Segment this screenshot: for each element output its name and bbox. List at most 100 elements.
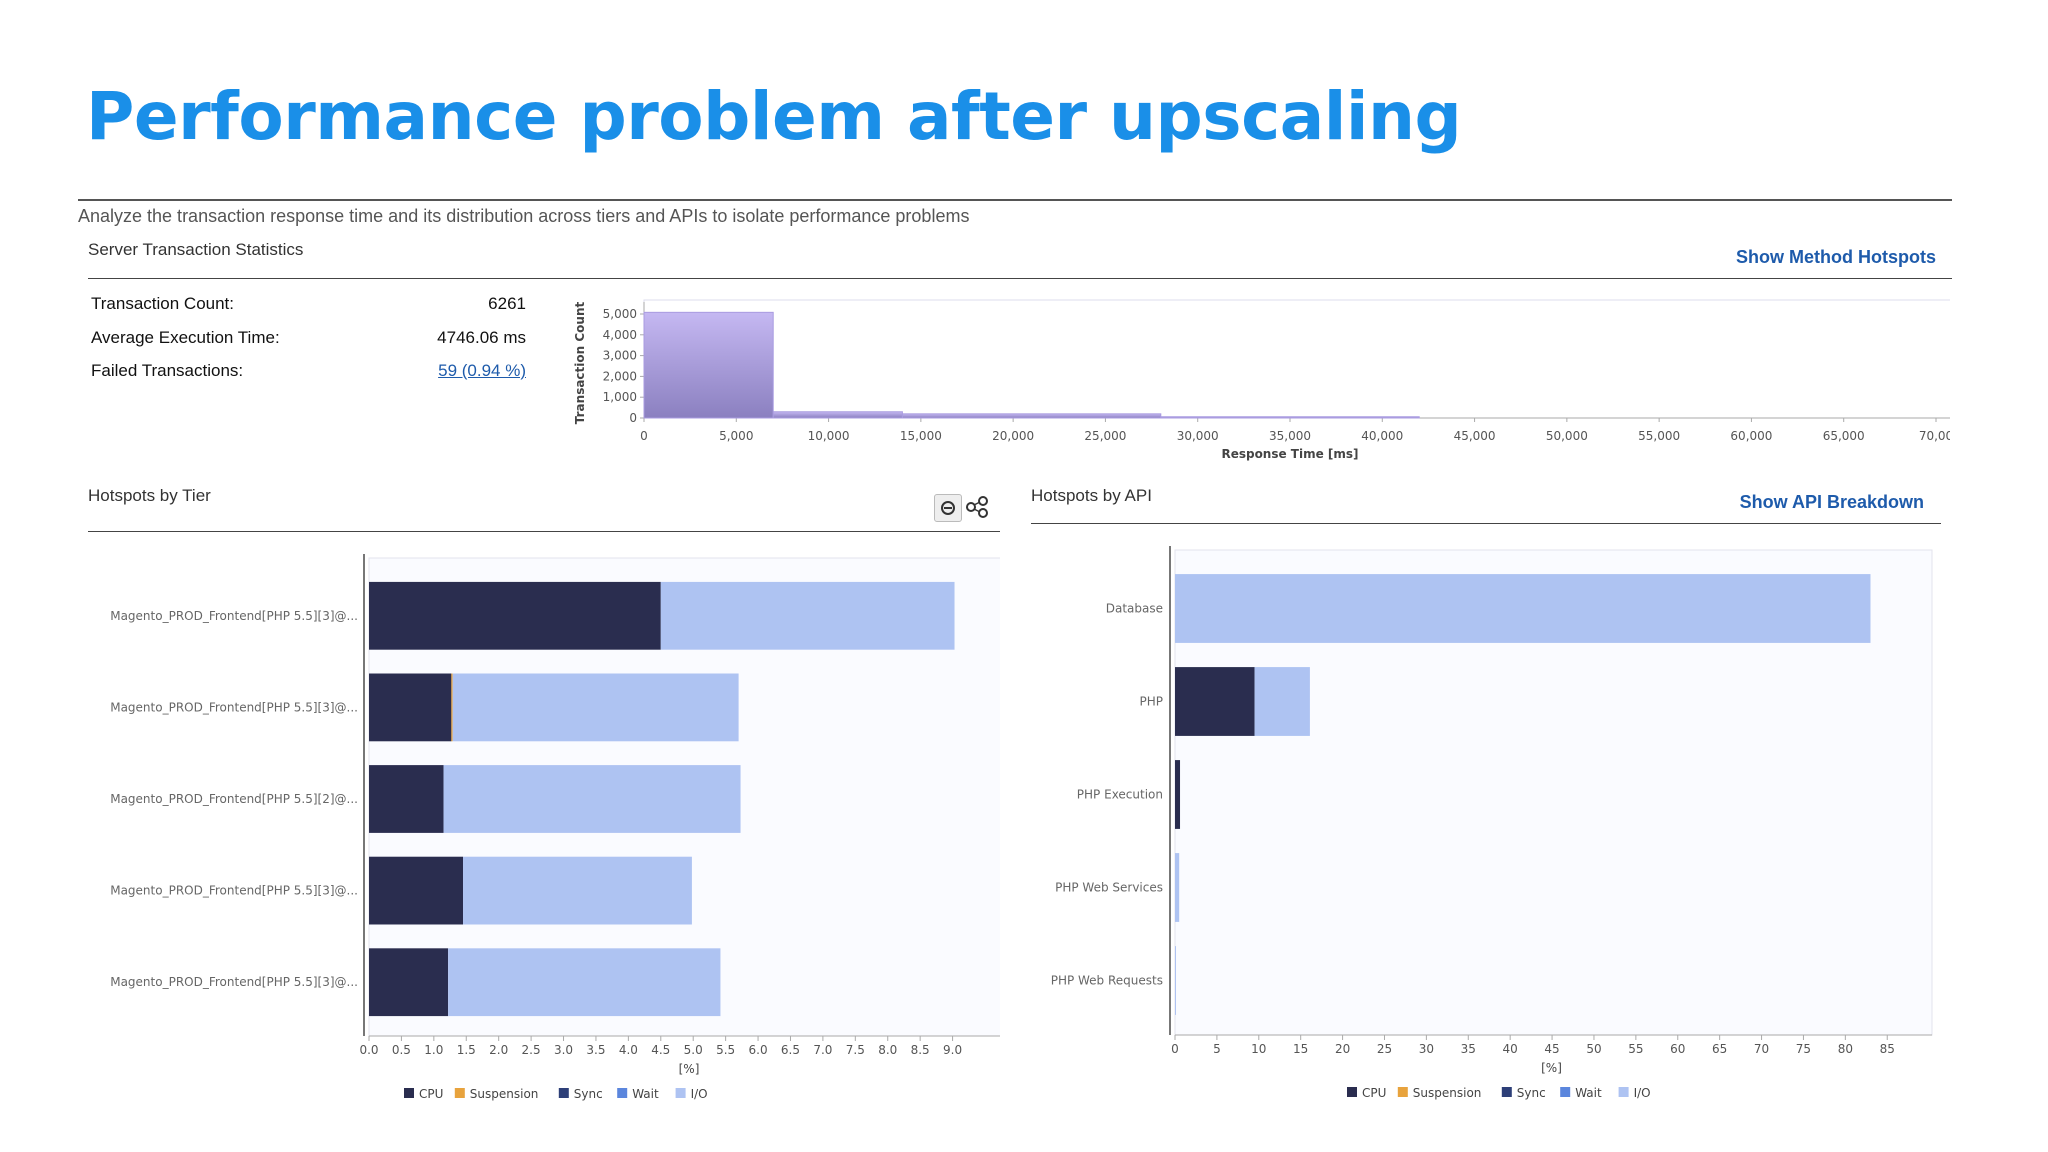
x-tick-label: 3.5: [586, 1043, 605, 1057]
tier-panel-divider: [88, 531, 1000, 532]
x-tick-label: 45: [1544, 1042, 1559, 1056]
x-tick-label: 4.0: [619, 1043, 638, 1057]
histogram-y-tick-label: 4,000: [603, 328, 637, 342]
bar-segment-cpu: [369, 673, 452, 742]
bar-segment-cpu: [369, 948, 449, 1017]
legend-swatch: [404, 1088, 414, 1098]
legend-label: I/O: [1634, 1086, 1651, 1100]
legend-label: Suspension: [1413, 1086, 1482, 1100]
legend-label: I/O: [691, 1087, 708, 1101]
category-label: Magento_PROD_Frontend[PHP 5.5][3]@...: [110, 609, 358, 623]
histogram-x-tick-label: 10,000: [808, 429, 850, 443]
x-tick-label: 8.5: [911, 1043, 930, 1057]
bar-segment-cpu: [1175, 667, 1255, 736]
x-tick-label: 70: [1754, 1042, 1769, 1056]
transaction-count-value: 6261: [488, 294, 526, 313]
x-tick-label: 0: [1171, 1042, 1179, 1056]
histogram-plot-frame: [643, 299, 1950, 419]
failed-transactions-value: 59 (0.94 %): [438, 361, 526, 381]
bar-segment-cpu: [1175, 760, 1181, 829]
bar-segment-cpu: [369, 856, 464, 925]
x-tick-label: 8.0: [878, 1043, 897, 1057]
bar-segment-io: [448, 948, 721, 1017]
legend-label: Wait: [1575, 1086, 1602, 1100]
histogram-y-tick-label: 5,000: [603, 307, 637, 321]
title-divider: [78, 199, 1952, 201]
x-tick-label: 50: [1586, 1042, 1601, 1056]
bar-segment-io: [1175, 853, 1180, 922]
failed-transactions-link[interactable]: 59 (0.94 %): [438, 361, 526, 380]
legend-label: Sync: [1517, 1086, 1546, 1100]
hotspots-by-api-chart: 0 5 10 15 20 25 30 35 40 45 50 55 60 65 70 75 80 85 [%] Dat…: [1051, 546, 1933, 1100]
category-label: PHP: [1140, 695, 1164, 709]
bar-segment-io: [1175, 574, 1871, 643]
legend-swatch: [617, 1088, 628, 1098]
response-time-histogram: 0 1,000 2,000 3,000 4,000 5,000 0 5,000 10,000 15…: [573, 299, 1950, 461]
histogram-x-tick-label: 70,00: [1919, 429, 1950, 443]
x-tick-label: 6.0: [749, 1043, 768, 1057]
x-tick-label: 65: [1712, 1042, 1727, 1056]
histogram-x-tick-label: 50,000: [1546, 429, 1588, 443]
tier-options-button[interactable]: [964, 494, 990, 520]
x-tick-label: 4.5: [651, 1043, 670, 1057]
category-label: Magento_PROD_Frontend[PHP 5.5][2]@...: [110, 792, 358, 806]
transaction-count-label: Transaction Count:: [91, 294, 234, 313]
legend-swatch: [454, 1088, 465, 1098]
x-tick-label: 75: [1796, 1042, 1811, 1056]
x-tick-label: 6.5: [781, 1043, 800, 1057]
x-tick-label: 80: [1838, 1042, 1853, 1056]
show-method-hotspots-link[interactable]: Show Method Hotspots: [1736, 247, 1936, 267]
legend-swatch: [675, 1088, 686, 1098]
zoom-reset-icon: [941, 501, 955, 515]
legend-label: Suspension: [470, 1087, 539, 1101]
stats-divider: [88, 278, 1952, 279]
x-tick-label: 3.0: [554, 1043, 573, 1057]
x-tick-label: 1.0: [424, 1043, 443, 1057]
x-tick-label: 2.0: [489, 1043, 508, 1057]
histogram-x-tick-label: 20,000: [992, 429, 1034, 443]
failed-transactions-label: Failed Transactions:: [91, 361, 244, 380]
bar-segment-io: [443, 765, 741, 833]
histogram-x-tick-label: 25,000: [1084, 429, 1126, 443]
zoom-reset-button[interactable]: [934, 494, 962, 522]
histogram-y-tick-label: 0: [629, 411, 637, 425]
x-tick-label: 7.0: [813, 1043, 832, 1057]
bar-segment-io: [1175, 946, 1176, 1015]
bar-segment-io: [1254, 667, 1310, 736]
x-tick-label: 10: [1251, 1042, 1266, 1056]
histogram-bar: [1160, 416, 1420, 419]
x-axis-label: [%]: [679, 1062, 700, 1076]
category-label: Database: [1106, 602, 1163, 616]
legend-swatch: [1397, 1087, 1408, 1097]
x-tick-label: 15: [1293, 1042, 1308, 1056]
histogram-y-label: Transaction Count: [573, 302, 587, 425]
slide-title: Performance problem after upscaling: [86, 78, 1462, 155]
legend-label: Wait: [632, 1087, 659, 1101]
legend-swatch: [1560, 1087, 1571, 1097]
x-axis-label: [%]: [1541, 1061, 1562, 1075]
x-tick-label: 55: [1628, 1042, 1643, 1056]
avg-exec-value: 4746.06 ms: [437, 328, 526, 347]
x-tick-label: 7.5: [846, 1043, 865, 1057]
x-tick-label: 20: [1335, 1042, 1350, 1056]
histogram-y-tick-label: 3,000: [603, 349, 637, 363]
server-stats-title: Server Transaction Statistics: [88, 240, 304, 259]
api-panel-divider: [1031, 523, 1941, 524]
legend-label: CPU: [419, 1087, 443, 1101]
histogram-x-tick-label: 0: [640, 429, 648, 443]
x-tick-label: 5: [1213, 1042, 1221, 1056]
category-label: Magento_PROD_Frontend[PHP 5.5][3]@...: [110, 884, 358, 898]
legend-swatch: [1501, 1087, 1512, 1097]
category-label: PHP Web Requests: [1051, 974, 1163, 988]
x-tick-label: 9.0: [943, 1043, 962, 1057]
bar-segment-suspension: [451, 673, 453, 742]
x-tick-label: 5.5: [716, 1043, 735, 1057]
x-tick-label: 0.5: [392, 1043, 411, 1057]
histogram-x-label: Response Time [ms]: [1221, 447, 1358, 461]
x-tick-label: 60: [1670, 1042, 1685, 1056]
x-tick-label: 2.5: [522, 1043, 541, 1057]
x-tick-label: 85: [1880, 1042, 1895, 1056]
show-api-breakdown-link[interactable]: Show API Breakdown: [1739, 492, 1924, 512]
histogram-y-tick-label: 1,000: [603, 390, 637, 404]
legend-swatch: [558, 1088, 569, 1098]
